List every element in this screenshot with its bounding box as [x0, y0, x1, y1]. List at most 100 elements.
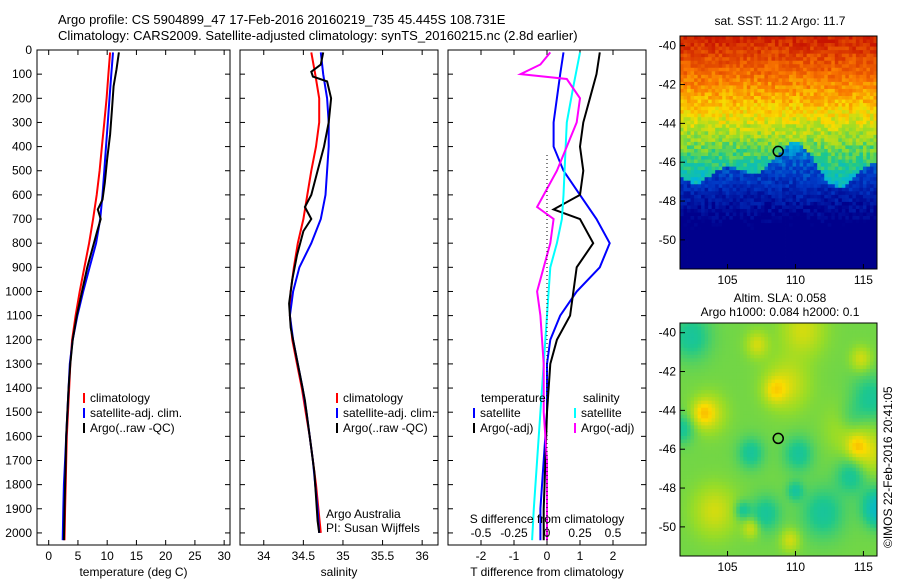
sst-cell [859, 124, 864, 129]
sla-cell [729, 368, 734, 373]
sst-cell [817, 223, 822, 228]
sst-cell [708, 230, 713, 235]
sst-cell [722, 81, 727, 86]
sst-cell [729, 170, 734, 175]
sst-cell [690, 78, 695, 83]
sst-cell [718, 141, 723, 146]
sla-cell [760, 330, 765, 334]
sst-cell [827, 156, 832, 160]
sst-cell [687, 110, 691, 115]
sst-cell [845, 88, 850, 93]
sst-cell [820, 113, 825, 118]
sst-cell [859, 106, 864, 111]
sla-cell [690, 340, 695, 345]
sst-cell [796, 120, 801, 125]
sla-cell [722, 333, 727, 338]
sst-cell [764, 212, 769, 217]
sst-cell [711, 244, 716, 249]
sla-cell [873, 340, 878, 345]
sst-cell [743, 201, 748, 206]
sst-cell [789, 244, 793, 249]
sst-cell [873, 187, 878, 192]
sst-cell [715, 177, 720, 182]
sst-cell [760, 88, 765, 93]
sla-cell [774, 361, 779, 366]
sst-cell [796, 247, 801, 252]
sla-cell [708, 361, 713, 366]
sla-cell [824, 361, 829, 366]
sst-cell [704, 261, 709, 266]
sst-cell [697, 113, 702, 118]
sst-cell [771, 127, 776, 132]
sst-cell [852, 170, 857, 175]
sst-cell [827, 148, 832, 153]
sst-cell [873, 134, 878, 139]
sst-cell [789, 194, 793, 199]
sst-cell [711, 254, 716, 259]
sla-cell [817, 354, 822, 359]
sst-cell [708, 265, 713, 270]
sst-cell [764, 205, 769, 210]
sst-cell [743, 212, 748, 217]
sst-cell [694, 159, 698, 164]
sst-cell [725, 180, 730, 185]
sst-cell [834, 219, 839, 224]
sst-cell [810, 74, 815, 79]
sst-cell [806, 74, 811, 79]
sst-cell [834, 159, 839, 164]
sst-cell [739, 216, 744, 220]
sla-cell [750, 368, 755, 373]
sla-cell [697, 340, 702, 345]
sla-cell [841, 354, 846, 359]
sst-cell [718, 254, 723, 259]
sst-cell [753, 240, 758, 245]
sst-cell [869, 145, 874, 150]
sst-cell [792, 170, 797, 175]
sst-cell [746, 247, 751, 252]
sst-cell [869, 120, 874, 125]
sst-cell [715, 113, 720, 118]
sla-cell [845, 351, 850, 356]
sst-cell [806, 212, 811, 217]
sst-cell [820, 244, 825, 249]
sst-cell [683, 71, 688, 76]
sst-cell [694, 145, 698, 150]
sst-cell [697, 212, 702, 217]
sst-cell [764, 208, 769, 213]
sst-cell [725, 166, 730, 171]
sst-cell [852, 148, 857, 153]
sst-cell [771, 156, 776, 160]
sst-cell [845, 141, 850, 146]
sla-cell [789, 379, 793, 384]
sst-cell [820, 103, 825, 108]
sst-cell [831, 106, 836, 111]
sla-cell [750, 372, 755, 377]
sst-cell [845, 103, 850, 108]
sst-cell [743, 74, 748, 79]
sst-cell [820, 88, 825, 93]
sst-cell [803, 201, 808, 206]
sst-cell [715, 247, 720, 252]
sst-cell [813, 152, 818, 157]
sst-cell [711, 201, 716, 206]
sst-cell [803, 106, 808, 111]
sst-cell [736, 152, 741, 157]
sla-cell [838, 354, 843, 359]
sst-cell [848, 159, 853, 164]
sst-cell [813, 184, 818, 189]
sst-cell [746, 152, 751, 157]
sst-cell [708, 261, 713, 266]
sst-cell [767, 106, 772, 111]
sst-cell [687, 261, 691, 266]
sst-cell [767, 156, 772, 160]
sst-cell [806, 233, 811, 238]
sst-cell [838, 156, 843, 160]
sst-cell [750, 208, 755, 213]
sst-cell [785, 265, 790, 270]
sst-cell [736, 223, 741, 228]
sla-cell [771, 372, 776, 377]
sla-cell [838, 368, 843, 373]
sst-cell [694, 39, 698, 44]
sla-cell [701, 386, 706, 391]
sst-cell [848, 223, 853, 228]
